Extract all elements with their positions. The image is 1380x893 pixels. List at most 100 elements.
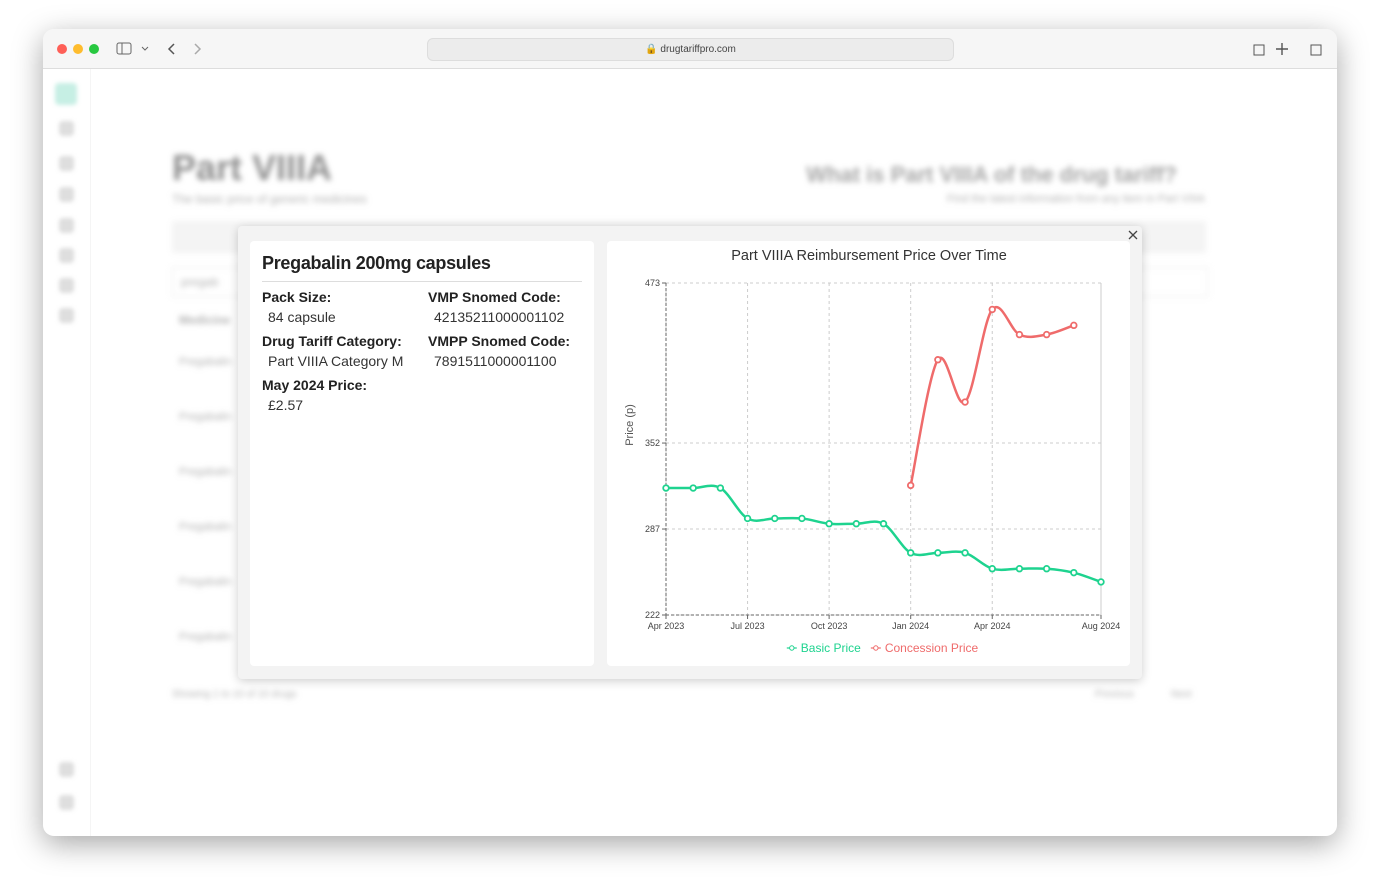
data-point [961, 549, 969, 557]
fields: Pack Size: 84 capsule VMP Snomed Code: 4213… [262, 289, 592, 413]
chart: Part VIIIA Reimbursement Price Over Time… [624, 248, 1121, 655]
close-modal[interactable] [1128, 230, 1138, 240]
field-label: VMP Snomed Code: [428, 289, 561, 305]
url: drugtariffpro.com [660, 44, 736, 55]
page-subtitle: The basic price of generic medicines [172, 192, 367, 206]
chart-card: Part VIIIA Reimbursement Price Over Time… [607, 241, 1130, 666]
y-tick-label: 352 [645, 438, 660, 448]
zoom-button[interactable] [89, 44, 99, 54]
series-line [666, 484, 1102, 584]
data-point [961, 398, 969, 406]
table-rows: Pregabalin Pregabalin Pregabalin Pregabalin… [179, 356, 232, 686]
data-point [1042, 330, 1051, 339]
sidebar [43, 69, 91, 836]
toolbar: 🔒 drugtariffpro.com [43, 29, 1337, 69]
field-label: VMPP Snomed Code: [428, 333, 571, 349]
nav-icon[interactable] [59, 762, 74, 777]
legend-marker [789, 645, 795, 651]
nav-icons[interactable] [115, 39, 205, 59]
field-value: 84 capsule [268, 309, 336, 325]
back[interactable] [167, 43, 175, 55]
help-subtitle: Find the latest information from any ite… [947, 193, 1205, 205]
modal: Pregabalin 200mg capsules Pack Size: 84 c… [238, 226, 1142, 679]
y-axis-label: Price (p) [624, 404, 636, 446]
data-point [934, 356, 942, 364]
data-point [798, 514, 806, 523]
nav-icon[interactable] [59, 218, 74, 233]
field: VMP Snomed Code: 42135211000001102 [428, 289, 592, 325]
table-footer: Showing 1 to 10 of 10 drugs [172, 689, 297, 700]
next-button[interactable]: Next [1171, 689, 1192, 700]
field: May 2024 Price: £2.57 [262, 377, 428, 413]
data-point [771, 514, 779, 523]
data-point [1097, 578, 1105, 586]
data-point [662, 484, 670, 492]
nav-icon[interactable] [59, 156, 74, 171]
row-name: Pregabalin [179, 356, 232, 368]
nav-icon[interactable] [59, 121, 74, 136]
x-tick-label: Apr 2023 [648, 621, 685, 631]
close-button[interactable] [57, 44, 67, 54]
row-name: Pregabalin [179, 631, 232, 643]
close-icon [1128, 230, 1138, 240]
y-tick-label: 473 [645, 278, 660, 288]
nav-icon[interactable] [59, 308, 74, 323]
field-value: Part VIIIA Category M [268, 353, 404, 369]
row-name: Pregabalin [179, 521, 232, 533]
share[interactable] [1253, 44, 1265, 56]
x-tick-label: Oct 2023 [811, 621, 848, 631]
data-point [852, 520, 861, 528]
nav-icon[interactable] [59, 278, 74, 293]
data-point [879, 520, 888, 528]
chevron[interactable] [141, 46, 149, 51]
field-label: Drug Tariff Category: [262, 333, 402, 349]
data-point [906, 481, 915, 490]
sidebar-icon[interactable] [116, 42, 132, 55]
nav-icon[interactable] [59, 795, 74, 810]
data-point [988, 565, 996, 573]
field-value: 42135211000001102 [434, 309, 565, 325]
data-point [988, 305, 996, 314]
data-point [1070, 568, 1078, 577]
minimize-button[interactable] [73, 44, 83, 54]
data-point [825, 520, 833, 528]
address-bar[interactable]: 🔒 drugtariffpro.com [427, 38, 954, 61]
data-point [689, 484, 697, 492]
data-point [743, 514, 752, 523]
data-point [1015, 330, 1024, 339]
field-value: 7891511000001100 [434, 353, 557, 369]
x-tick-label: Jul 2023 [731, 621, 765, 631]
row-name: Pregabalin [179, 466, 232, 478]
x-tick-label: Jan 2024 [892, 621, 929, 631]
field: Drug Tariff Category: Part VIIIA Category… [262, 333, 428, 369]
nav-icon[interactable] [59, 248, 74, 263]
data-point [1015, 565, 1024, 573]
row-name: Pregabalin [179, 411, 232, 423]
data-point [1070, 321, 1078, 330]
data-point [934, 549, 942, 557]
help-title[interactable]: What is Part VIIIA of the drug tariff? [806, 162, 1177, 187]
field-label: May 2024 Price: [262, 377, 368, 393]
data-point [1042, 565, 1051, 573]
tabs[interactable] [1310, 44, 1322, 56]
column-header: Medicine [179, 313, 231, 327]
x-tick-label: Aug 2024 [1082, 621, 1121, 631]
forward[interactable] [194, 43, 202, 55]
legend-label: Concession Price [885, 641, 979, 655]
x-tick-label: Apr 2024 [974, 621, 1011, 631]
prev-button[interactable]: Previous [1095, 689, 1134, 700]
field: Pack Size: 84 capsule [262, 289, 428, 325]
legend-label: Basic Price [801, 641, 861, 655]
nav-icon[interactable] [59, 187, 74, 202]
details-card: Pregabalin 200mg capsules Pack Size: 84 c… [250, 241, 594, 666]
data-point [716, 484, 725, 492]
toolbar-icons[interactable] [1249, 39, 1329, 59]
logo [55, 83, 77, 105]
chart-title: Part VIIIA Reimbursement Price Over Time [731, 248, 1007, 264]
row-name: Pregabalin [179, 576, 232, 588]
y-tick-label: 222 [645, 610, 660, 620]
page-title: Part VIIIA [172, 147, 333, 188]
field-label: Pack Size: [262, 289, 332, 305]
data-point [906, 549, 915, 557]
